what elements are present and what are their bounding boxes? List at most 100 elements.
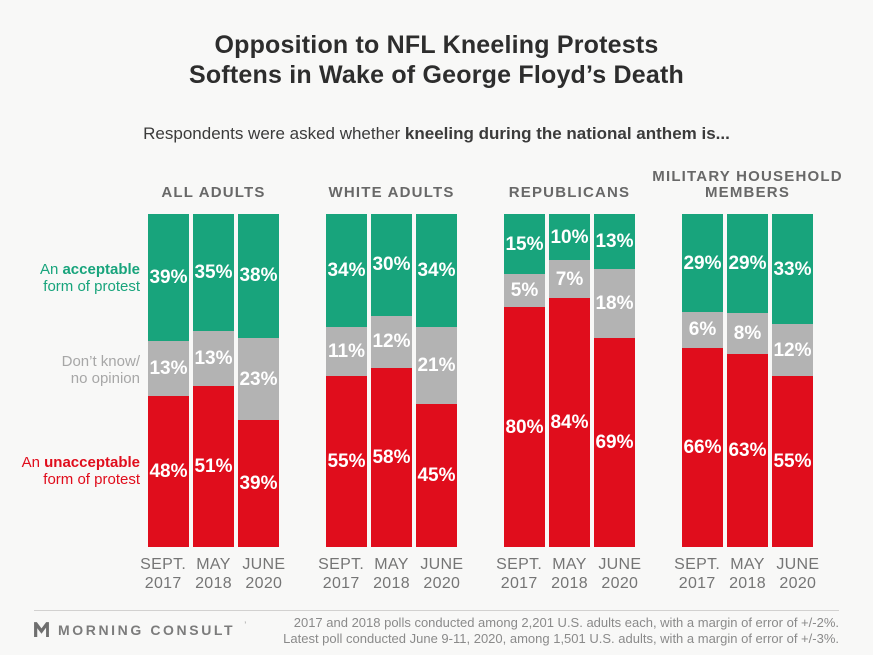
- axis-tick-label: MAY 2018: [551, 556, 588, 592]
- group-title: REPUBLICANS: [508, 184, 631, 201]
- bars-row: 29% 6% 66% 29% 8% 63% 33% 12% 55%: [682, 214, 813, 547]
- footer-divider: [34, 610, 839, 611]
- bar-value-label: 6%: [688, 319, 717, 341]
- bar-segment-dont_know: 11%: [326, 326, 367, 377]
- stacked-bar: 29% 8% 63%: [727, 214, 768, 547]
- axis-tick-label: JUNE 2020: [776, 556, 820, 592]
- stacked-bar: 33% 12% 55%: [772, 214, 813, 547]
- legend-unacceptable: An unacceptable form of protest: [21, 454, 140, 488]
- bar-segment-dont_know: 12%: [772, 324, 813, 377]
- brand-name: MORNING CONSULT: [58, 621, 236, 638]
- axis-tick-label: JUNE 2020: [242, 556, 286, 592]
- bar-value-label: 11%: [328, 341, 365, 363]
- stacked-bar: 34% 21% 45%: [416, 214, 457, 547]
- bar-value-label: 34%: [417, 259, 456, 281]
- bar-segment-acceptable: 34%: [416, 214, 457, 327]
- legend-dont-know: Don’t know/ no opinion: [61, 353, 140, 387]
- bar-segment-unacceptable: 55%: [772, 376, 813, 547]
- bar-value-label: 13%: [149, 357, 188, 379]
- bar-segment-unacceptable: 80%: [504, 307, 545, 547]
- brand-logo: MORNING CONSULT ’: [33, 619, 247, 638]
- bar-value-label: 55%: [773, 451, 812, 473]
- bar-value-label: 35%: [194, 261, 233, 283]
- morning-consult-logo-icon: [33, 621, 50, 638]
- bar-value-label: 8%: [733, 323, 762, 345]
- axis-tick-label: SEPT. 2017: [318, 556, 365, 592]
- bar-segment-dont_know: 18%: [594, 268, 635, 338]
- bar-segment-dont_know: 13%: [148, 340, 189, 396]
- bar-group: ALL ADULTS 39% 13% 48% 35% 13% 51% 38% 23% 39% SEP…: [140, 165, 285, 593]
- bars-row: 39% 13% 48% 35% 13% 51% 38% 23% 39%: [148, 214, 279, 548]
- stacked-bar: 13% 18% 69%: [594, 214, 635, 547]
- subtitle: Respondents were asked whether kneeling …: [0, 124, 873, 144]
- bar-value-label: 66%: [683, 436, 722, 458]
- bar-group: WHITE ADULTS 34% 11% 55% 30% 12% 58% 34% 21% 45% S…: [318, 165, 463, 593]
- bar-segment-unacceptable: 58%: [371, 367, 412, 547]
- legend-acceptable: An acceptable form of protest: [39, 261, 140, 295]
- title-line-1: Opposition to NFL Kneeling Protests: [214, 31, 659, 59]
- axis-tick-label: MAY 2018: [373, 556, 410, 592]
- bar-value-label: 7%: [555, 268, 584, 290]
- bar-value-label: 18%: [595, 292, 634, 314]
- brand-trademark: ’: [244, 619, 247, 630]
- bar-value-label: 15%: [505, 233, 544, 255]
- bar-segment-unacceptable: 48%: [148, 395, 189, 547]
- bar-value-label: 10%: [550, 226, 589, 248]
- subtitle-normal: Respondents were asked whether: [143, 124, 405, 143]
- bar-segment-acceptable: 13%: [594, 214, 635, 269]
- bar-value-label: 33%: [773, 258, 812, 280]
- bar-value-label: 29%: [683, 252, 722, 274]
- bar-value-label: 39%: [149, 266, 188, 288]
- stacked-bar: 29% 6% 66%: [682, 214, 723, 547]
- bar-value-label: 12%: [372, 331, 411, 353]
- methodology-note: 2017 and 2018 polls conducted among 2,20…: [283, 615, 839, 647]
- bar-group: REPUBLICANS 15% 5% 80% 10% 7% 84% 13% 18% 69% SEPT…: [496, 165, 641, 593]
- bar-segment-unacceptable: 39%: [238, 420, 279, 547]
- bar-segment-acceptable: 29%: [682, 214, 723, 313]
- bar-segment-unacceptable: 51%: [193, 385, 234, 548]
- bar-value-label: 23%: [239, 368, 278, 390]
- methodology-note-line-2: Latest poll conducted June 9-11, 2020, a…: [283, 631, 839, 646]
- axis-tick-label: JUNE 2020: [420, 556, 464, 592]
- bar-segment-dont_know: 7%: [549, 260, 590, 299]
- stacked-bar: 15% 5% 80%: [504, 214, 545, 547]
- bar-segment-acceptable: 10%: [549, 214, 590, 261]
- bar-segment-unacceptable: 63%: [727, 354, 768, 547]
- bar-value-label: 55%: [327, 451, 366, 473]
- bar-segment-dont_know: 5%: [504, 274, 545, 308]
- bar-value-label: 51%: [194, 455, 233, 477]
- bar-group: MILITARY HOUSEHOLD MEMBERS 29% 6% 66% 29% 8% 63…: [652, 165, 841, 593]
- bar-segment-acceptable: 38%: [238, 214, 279, 338]
- stacked-bar: 35% 13% 51%: [193, 214, 234, 548]
- axis-tick-label: SEPT. 2017: [674, 556, 721, 592]
- stacked-bar: 10% 7% 84%: [549, 214, 590, 547]
- subtitle-bold: kneeling during the national anthem is..…: [404, 124, 730, 143]
- bar-segment-unacceptable: 45%: [416, 403, 457, 547]
- axis-tick-label: MAY 2018: [195, 556, 232, 592]
- bar-value-label: 12%: [773, 339, 812, 361]
- bar-segment-acceptable: 34%: [326, 214, 367, 327]
- bar-value-label: 13%: [595, 230, 634, 252]
- bar-value-label: 80%: [505, 416, 544, 438]
- bar-value-label: 58%: [372, 446, 411, 468]
- bar-value-label: 69%: [595, 431, 634, 453]
- bar-segment-acceptable: 29%: [727, 214, 768, 314]
- bar-value-label: 30%: [372, 254, 411, 276]
- bar-value-label: 34%: [327, 259, 366, 281]
- x-axis-labels: SEPT. 2017 MAY 2018 JUNE 2020: [674, 555, 821, 593]
- page-title: Opposition to NFL Kneeling Protests Soft…: [0, 30, 873, 90]
- bar-segment-dont_know: 8%: [727, 313, 768, 355]
- bar-segment-dont_know: 13%: [193, 330, 234, 386]
- stacked-bar: 39% 13% 48%: [148, 214, 189, 547]
- bar-value-label: 21%: [417, 354, 456, 376]
- bar-value-label: 38%: [239, 265, 278, 287]
- bar-segment-acceptable: 35%: [193, 214, 234, 331]
- stacked-bar: 34% 11% 55%: [326, 214, 367, 547]
- bar-value-label: 29%: [728, 253, 767, 275]
- x-axis-labels: SEPT. 2017 MAY 2018 JUNE 2020: [140, 555, 287, 593]
- bar-segment-acceptable: 33%: [772, 214, 813, 325]
- group-title: WHITE ADULTS: [328, 184, 455, 201]
- bar-segment-dont_know: 23%: [238, 337, 279, 421]
